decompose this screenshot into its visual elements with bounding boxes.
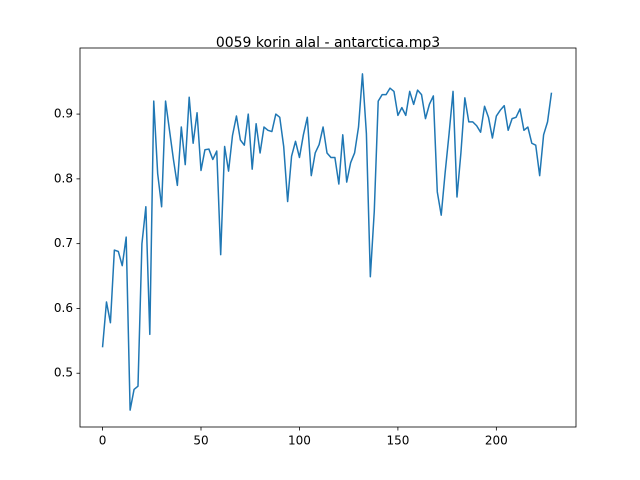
y-tick-label: 0.6 bbox=[54, 301, 73, 315]
x-tick-label: 150 bbox=[386, 434, 409, 448]
x-tick-label: 50 bbox=[193, 434, 208, 448]
chart-title: 0059 korin alal - antarctica.mp3 bbox=[216, 35, 440, 51]
y-tick-label: 0.5 bbox=[54, 366, 73, 380]
x-tick-label: 100 bbox=[288, 434, 311, 448]
x-tick-label: 200 bbox=[485, 434, 508, 448]
x-tick-label: 0 bbox=[99, 434, 107, 448]
line-series bbox=[101, 73, 553, 411]
y-tick-label: 0.8 bbox=[54, 171, 73, 185]
axes-frame bbox=[79, 47, 577, 428]
y-tick-label: 0.7 bbox=[54, 236, 73, 250]
y-tick-label: 0.9 bbox=[54, 107, 73, 121]
